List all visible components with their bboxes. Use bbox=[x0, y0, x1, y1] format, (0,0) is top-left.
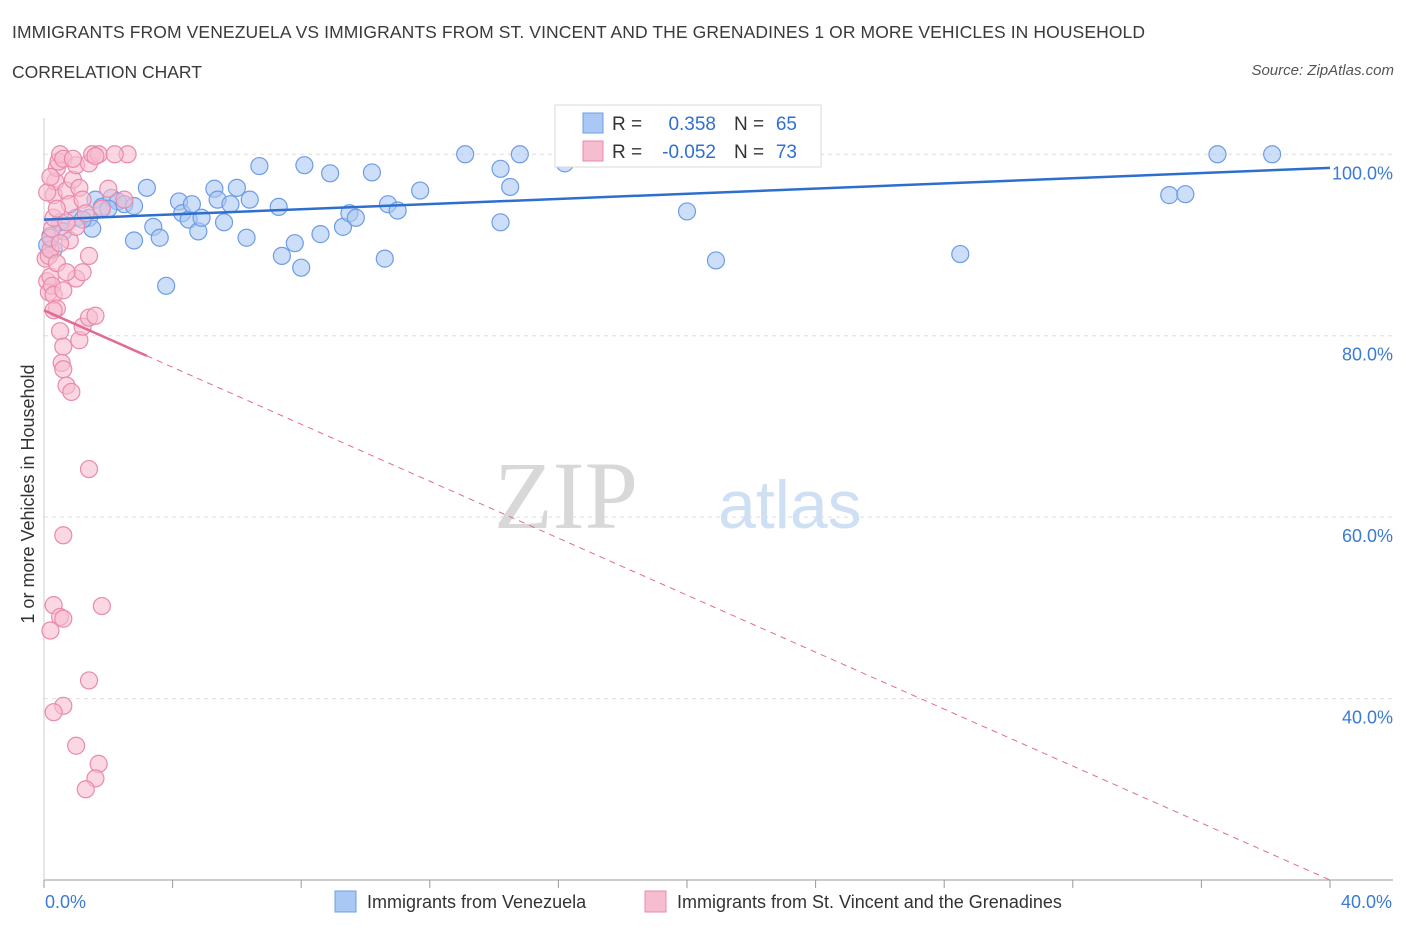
point-venezuela-29 bbox=[237, 228, 256, 247]
point-stvincent-42 bbox=[73, 263, 92, 282]
point-venezuela-35 bbox=[292, 258, 311, 277]
point-venezuela-26 bbox=[214, 213, 234, 232]
point-venezuela-54 bbox=[677, 202, 697, 221]
stats-r-key-stvincent: R = bbox=[612, 142, 642, 163]
point-stvincent-70 bbox=[105, 145, 124, 164]
point-stvincent-69 bbox=[86, 147, 105, 166]
y-tick-label-0: 100.0% bbox=[1332, 163, 1393, 183]
legend-swatch-stvincent bbox=[644, 890, 667, 913]
point-stvincent-50 bbox=[54, 281, 73, 300]
point-venezuela-61 bbox=[1263, 145, 1282, 164]
point-venezuela-33 bbox=[272, 246, 292, 265]
point-stvincent-71 bbox=[47, 199, 66, 218]
point-venezuela-51 bbox=[510, 145, 529, 164]
point-venezuela-16 bbox=[150, 228, 169, 247]
point-venezuela-48 bbox=[491, 159, 510, 178]
point-venezuela-34 bbox=[285, 234, 304, 253]
stats-n-key-venezuela: N = bbox=[734, 114, 764, 135]
point-stvincent-34 bbox=[54, 360, 73, 379]
point-venezuela-50 bbox=[501, 177, 520, 197]
y-tick-label-1: 80.0% bbox=[1342, 345, 1393, 365]
point-venezuela-41 bbox=[346, 208, 365, 227]
point-stvincent-36 bbox=[62, 382, 81, 402]
y-axis-title: 1 or more Vehicles in Household bbox=[18, 364, 38, 623]
watermark-zip: ZIP bbox=[494, 442, 638, 549]
point-stvincent-25 bbox=[115, 190, 134, 209]
stats-r-key-venezuela: R = bbox=[612, 114, 642, 135]
point-venezuela-28 bbox=[227, 178, 246, 197]
stats-n-value-venezuela: 65 bbox=[776, 114, 797, 135]
point-stvincent-68 bbox=[63, 149, 83, 168]
point-venezuela-46 bbox=[411, 181, 430, 200]
trend-line-venezuela bbox=[43, 166, 1331, 221]
point-stvincent-56 bbox=[54, 609, 73, 628]
point-stvincent-59 bbox=[79, 671, 99, 690]
point-stvincent-40 bbox=[86, 306, 105, 325]
point-stvincent-67 bbox=[41, 167, 60, 187]
point-stvincent-57 bbox=[41, 621, 60, 640]
point-stvincent-23 bbox=[92, 199, 111, 218]
point-venezuela-32 bbox=[269, 197, 288, 216]
x-tick-label-max: 40.0% bbox=[1341, 892, 1392, 912]
point-venezuela-57 bbox=[951, 244, 970, 264]
point-venezuela-58 bbox=[1160, 186, 1179, 205]
watermark-atlas: atlas bbox=[718, 467, 862, 543]
stats-r-value-stvincent: -0.052 bbox=[662, 142, 716, 163]
point-venezuela-43 bbox=[375, 249, 394, 268]
point-stvincent-51 bbox=[57, 263, 76, 282]
trend-line-stvincent-solid bbox=[43, 309, 148, 358]
point-stvincent-52 bbox=[79, 459, 99, 479]
trend-line-stvincent-dashed bbox=[146, 355, 1331, 881]
y-tick-labels: 100.0% 80.0% 60.0% 40.0% bbox=[1332, 163, 1393, 727]
point-venezuela-27 bbox=[221, 195, 240, 214]
point-stvincent-24 bbox=[99, 179, 118, 198]
point-stvincent-43 bbox=[79, 246, 99, 265]
point-stvincent-66 bbox=[38, 183, 57, 202]
point-stvincent-65 bbox=[76, 780, 95, 799]
point-venezuela-37 bbox=[311, 225, 330, 244]
point-venezuela-36 bbox=[295, 156, 314, 175]
chart-title: IMMIGRANTS FROM VENEZUELA VS IMMIGRANTS … bbox=[12, 22, 1146, 42]
point-venezuela-60 bbox=[1208, 145, 1227, 164]
point-venezuela-55 bbox=[706, 251, 726, 270]
point-venezuela-30 bbox=[240, 190, 259, 209]
chart-subtitle: CORRELATION CHART bbox=[12, 62, 202, 82]
point-venezuela-13 bbox=[124, 231, 144, 250]
point-venezuela-47 bbox=[456, 145, 475, 164]
stats-n-value-stvincent: 73 bbox=[776, 142, 797, 163]
y-tick-label-3: 40.0% bbox=[1342, 708, 1393, 728]
stats-swatch-venezuela bbox=[582, 112, 604, 134]
y-tick-label-2: 60.0% bbox=[1342, 526, 1393, 546]
point-stvincent-72 bbox=[57, 213, 76, 232]
point-stvincent-61 bbox=[44, 703, 63, 722]
point-venezuela-17 bbox=[157, 276, 176, 295]
x-ticks bbox=[43, 880, 1331, 888]
legend-label-venezuela: Immigrants from Venezuela bbox=[367, 892, 587, 912]
source-credit: Source: ZipAtlas.com bbox=[1251, 62, 1394, 79]
point-venezuela-42 bbox=[362, 163, 382, 182]
legend-label-stvincent: Immigrants from St. Vincent and the Gren… bbox=[677, 892, 1062, 912]
x-tick-label-min: 0.0% bbox=[45, 892, 86, 912]
point-venezuela-38 bbox=[321, 164, 340, 183]
stats-r-value-venezuela: 0.358 bbox=[668, 114, 716, 135]
legend-swatch-venezuela bbox=[334, 890, 357, 913]
legend: Immigrants from Venezuela Immigrants fro… bbox=[334, 890, 1062, 913]
point-venezuela-49 bbox=[491, 213, 510, 232]
point-stvincent-31 bbox=[50, 322, 70, 341]
stats-box: R = 0.358 N = 65 R = -0.052 N = 73 bbox=[554, 104, 822, 168]
data-points bbox=[36, 145, 1282, 799]
point-venezuela-14 bbox=[137, 178, 156, 197]
point-stvincent-58 bbox=[92, 596, 111, 616]
point-venezuela-59 bbox=[1176, 185, 1195, 204]
point-stvincent-49 bbox=[50, 234, 70, 253]
stats-swatch-stvincent bbox=[582, 140, 604, 162]
stats-n-key-stvincent: N = bbox=[734, 142, 764, 163]
trend-lines bbox=[43, 166, 1331, 881]
point-stvincent-62 bbox=[67, 736, 86, 755]
point-stvincent-53 bbox=[54, 526, 73, 545]
point-stvincent-32 bbox=[54, 337, 73, 356]
point-venezuela-31 bbox=[250, 156, 269, 176]
